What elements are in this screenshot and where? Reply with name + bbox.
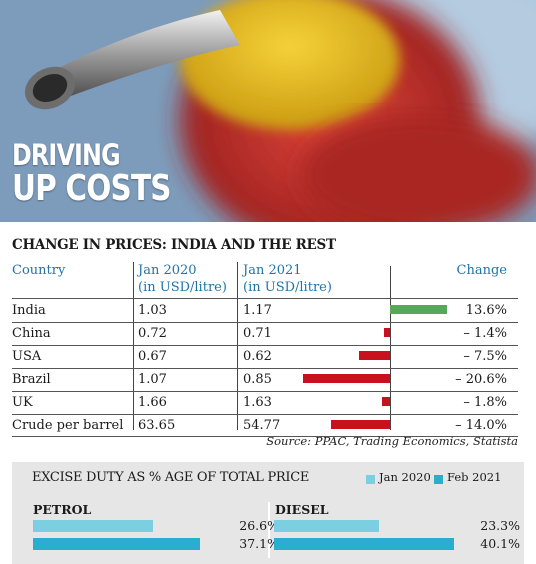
- country-name: India: [12, 303, 46, 318]
- row-rule: [12, 436, 518, 438]
- row-rule: [12, 367, 518, 369]
- column-header-change: Change: [456, 263, 507, 278]
- change-bar: [358, 350, 390, 360]
- duty-value-label: 26.6%: [239, 518, 279, 533]
- change-label: – 1.8%: [463, 394, 507, 410]
- row-rule: [12, 321, 518, 323]
- source-note: Source: PPAC, Trading Economics, Statist…: [266, 434, 518, 448]
- hero-image: DRIVING UP COSTS: [0, 0, 536, 222]
- duty-bar-petrol-jan2020: [33, 520, 153, 532]
- country-name: Brazil: [12, 371, 51, 387]
- table-rule: [12, 298, 518, 299]
- legend-swatch-feb2021: [434, 475, 443, 484]
- jan2021-value: 54.77: [243, 417, 281, 433]
- row-rule: [12, 390, 518, 392]
- column-header-jan2021-line2: (in USD/litre): [243, 280, 332, 295]
- change-label: – 1.4%: [463, 325, 507, 341]
- country-name: China: [12, 325, 51, 341]
- column-divider: [133, 262, 134, 430]
- change-zero-axis: [390, 266, 391, 430]
- duty-value-label: 37.1%: [239, 536, 279, 551]
- headline-line-2: UP COSTS: [12, 168, 172, 209]
- change-bar: [303, 373, 390, 383]
- duty-value-label: 23.3%: [480, 518, 520, 533]
- headline-line-1: DRIVING: [12, 138, 121, 172]
- jan2021-value: 0.71: [243, 325, 272, 341]
- jan2020-value: 0.72: [138, 325, 167, 341]
- legend-swatch-jan2020: [366, 475, 375, 484]
- jan2020-value: 1.07: [138, 371, 167, 387]
- duty-bar-diesel-feb2021: [274, 538, 455, 550]
- excise-duty-panel: EXCISE DUTY AS % AGE OF TOTAL PRICE Jan …: [12, 462, 524, 564]
- column-header-jan2020-line2: (in USD/litre): [138, 280, 227, 295]
- country-name: Crude per barrel: [12, 417, 124, 433]
- change-label: – 7.5%: [463, 348, 507, 364]
- column-header-country: Country: [12, 263, 66, 278]
- change-bar: [382, 396, 390, 406]
- legend-label-jan2020: Jan 2020: [379, 470, 431, 484]
- row-rule: [12, 344, 518, 346]
- jan2021-value: 0.85: [243, 371, 272, 387]
- legend-label-feb2021: Feb 2021: [447, 470, 502, 484]
- duty-bar-diesel-jan2020: [274, 520, 379, 532]
- column-header-jan2021-line1: Jan 2021: [243, 263, 302, 278]
- jan2020-value: 1.03: [138, 303, 167, 318]
- column-header-jan2020-line1: Jan 2020: [138, 263, 197, 278]
- duty-bar-petrol-feb2021: [33, 538, 200, 550]
- category-label-diesel: DIESEL: [275, 502, 329, 517]
- change-label: – 20.6%: [455, 371, 507, 387]
- change-bar: [390, 305, 448, 314]
- row-rule: [12, 413, 518, 415]
- change-label: 13.6%: [465, 303, 507, 318]
- panel-divider: [268, 502, 270, 558]
- column-divider: [237, 262, 238, 430]
- country-name: UK: [12, 394, 33, 410]
- duty-value-label: 40.1%: [480, 536, 520, 551]
- category-label-petrol: PETROL: [33, 502, 92, 517]
- excise-duty-title: EXCISE DUTY AS % AGE OF TOTAL PRICE: [32, 470, 310, 485]
- jan2021-value: 1.17: [243, 303, 272, 318]
- change-bar: [331, 419, 390, 429]
- jan2021-value: 0.62: [243, 348, 272, 364]
- jan2020-value: 0.67: [138, 348, 167, 364]
- jan2020-value: 63.65: [138, 417, 176, 433]
- price-table-title: CHANGE IN PRICES: INDIA AND THE REST: [12, 237, 336, 253]
- change-bar: [384, 327, 390, 337]
- fuel-nozzle-illustration: [0, 0, 536, 222]
- jan2020-value: 1.66: [138, 394, 167, 410]
- country-name: USA: [12, 348, 42, 364]
- jan2021-value: 1.63: [243, 394, 272, 410]
- change-label: – 14.0%: [455, 417, 507, 433]
